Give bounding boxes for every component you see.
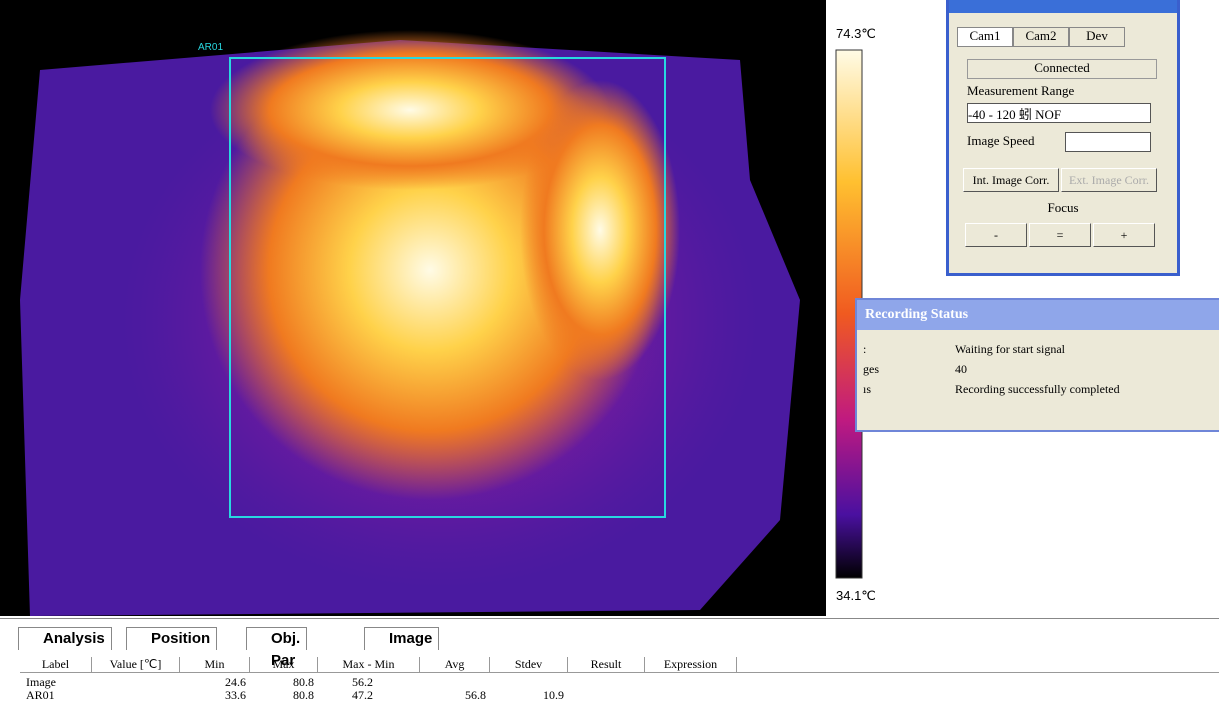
status: Connected	[967, 59, 1157, 79]
column-header: Value [℃]	[92, 657, 180, 673]
row-key: ıs	[863, 382, 872, 396]
row-key: ges	[863, 362, 879, 376]
speed-select[interactable]	[1065, 132, 1151, 152]
scale-min: 34.1℃	[836, 588, 876, 603]
cam-tab[interactable]: Dev	[1069, 27, 1125, 47]
row-value: Recording successfully completed	[955, 382, 1120, 396]
title-bar	[949, 0, 1177, 13]
cell: 47.2	[352, 688, 373, 702]
speed-label: Image Speed	[967, 133, 1035, 148]
ext-corr-button[interactable]: Ext. Image Corr.	[1061, 168, 1157, 192]
column-header: Label	[20, 657, 92, 673]
thermal-image: AR01	[0, 0, 826, 616]
cell: 24.6	[225, 675, 246, 689]
column-header: Min	[180, 657, 250, 673]
analysis-panel: Analysis Position Obj. Par Image Label Value…	[0, 618, 1219, 710]
focus-button[interactable]: +	[1093, 223, 1155, 247]
cell: 56.8	[465, 688, 486, 702]
range-select[interactable]: -40 - 120 蚓 NOF	[967, 103, 1151, 123]
range-label: Measurement Range	[967, 83, 1075, 98]
focus-label: Focus	[1047, 200, 1079, 215]
header-rest	[737, 657, 1219, 673]
row-value: 40	[955, 362, 967, 376]
title: Recording Status	[857, 300, 1219, 330]
roi-label: AR01	[198, 42, 223, 53]
bottom-tab[interactable]: Position	[126, 627, 218, 650]
cell: AR01	[26, 688, 55, 702]
cell: 80.8	[293, 675, 314, 689]
bottom-tab[interactable]: Analysis	[18, 627, 112, 650]
column-header: Stdev	[490, 657, 568, 673]
focus-button[interactable]: -	[965, 223, 1027, 247]
cell: 56.2	[352, 675, 373, 689]
column-header: Expression	[645, 657, 737, 673]
cell: 33.6	[225, 688, 246, 702]
cell: Image	[26, 675, 56, 689]
row-value: Waiting for start signal	[955, 342, 1066, 356]
cell: 10.9	[543, 688, 564, 702]
cam-tab[interactable]: Cam2	[1013, 27, 1069, 47]
bottom-tab[interactable]: Obj. Par	[246, 627, 308, 669]
int-corr-button[interactable]: Int. Image Corr.	[963, 168, 1059, 192]
column-header: Avg	[420, 657, 490, 673]
recording-status: Recording Status : Waiting for start sign…	[855, 298, 1219, 432]
camera-panel: Cam1 Cam2 Dev Connected Measurement Range …	[946, 0, 1180, 276]
column-header: Max - Min	[318, 657, 420, 673]
cell: 80.8	[293, 688, 314, 702]
row-key: :	[863, 342, 867, 356]
column-header: Result	[568, 657, 645, 673]
column-header: Max	[250, 657, 318, 673]
scale-max: 74.3℃	[836, 26, 876, 41]
focus-button[interactable]: =	[1029, 223, 1091, 247]
roi-rect[interactable]	[229, 57, 666, 518]
bottom-tab[interactable]: Image	[364, 627, 440, 650]
cam-tab[interactable]: Cam1	[957, 27, 1013, 47]
